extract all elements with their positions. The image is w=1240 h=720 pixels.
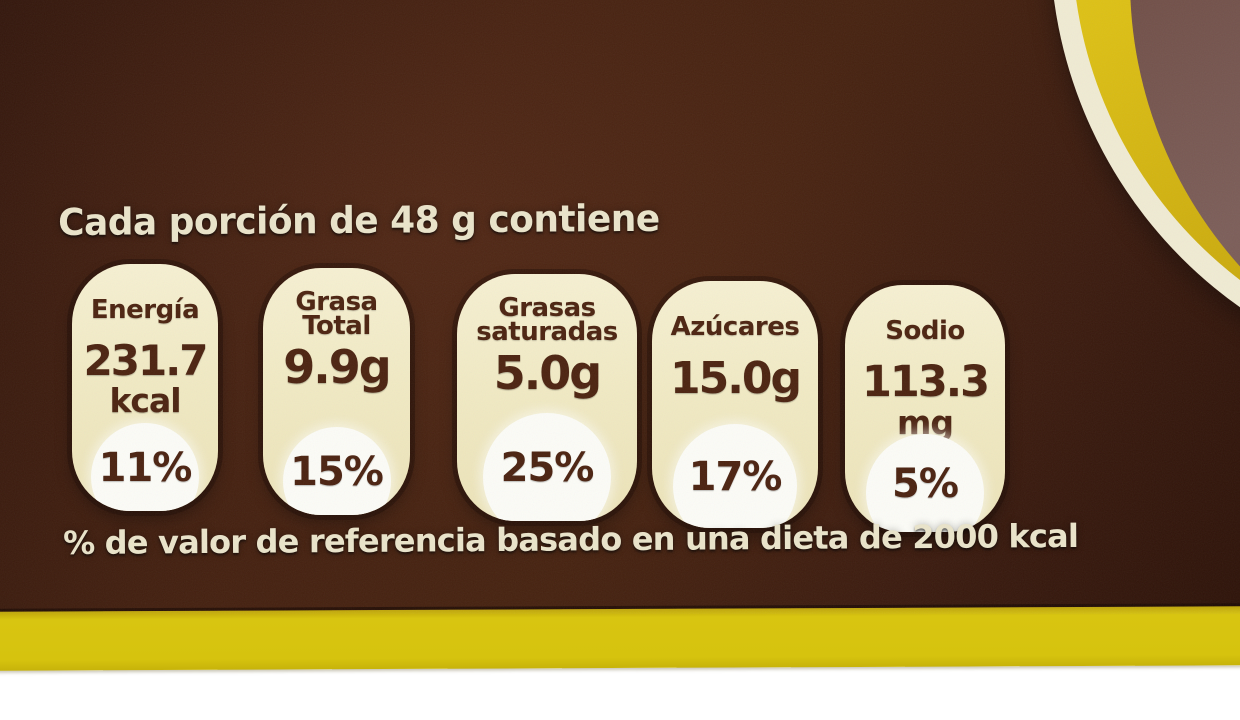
daily-value-circle: 11% — [91, 423, 199, 511]
daily-value-circle: 15% — [282, 427, 391, 515]
nutrient-pill-azucares: Azúcares 15.0g 17% — [652, 281, 818, 528]
nutrient-value: 231.7 — [83, 336, 209, 385]
nutrient-pill-grasa-total: Grasa Total 9.9g 15% — [263, 268, 410, 515]
nutrient-value: 5.0g — [493, 346, 602, 400]
daily-value-percent: 25% — [500, 445, 595, 491]
photo-background-white — [0, 660, 1240, 720]
daily-value-percent: 17% — [688, 454, 783, 500]
nutrient-name: Azúcares — [670, 311, 800, 342]
nutrient-value: 113.3 — [861, 357, 990, 407]
daily-value-circle: 25% — [483, 413, 611, 521]
nutrient-name: Sodio — [885, 315, 965, 346]
nutrient-name: Energía — [90, 294, 200, 325]
daily-value-percent: 11% — [98, 445, 193, 491]
daily-value-percent: 5% — [892, 461, 959, 507]
nutrient-unit: kcal — [109, 381, 181, 420]
serving-title: Cada porción de 48 g contiene — [58, 196, 660, 244]
nutrient-name: Grasa Total — [295, 286, 378, 341]
footer-reference-text: % de valor de referencia basado en una d… — [63, 516, 1079, 562]
package-edge-yellow-strip — [0, 606, 1240, 671]
daily-value-circle: 17% — [673, 424, 797, 528]
daily-value-percent: 15% — [290, 449, 384, 495]
nutrient-value: 15.0g — [669, 353, 802, 404]
nutrient-value: 9.9g — [283, 340, 391, 394]
nutrient-pill-sodio: Sodio 113.3 mg 5% — [845, 285, 1005, 532]
nutrient-name: Grasas saturadas — [476, 292, 618, 347]
nutrient-pill-energia: Energía 231.7 kcal 11% — [72, 264, 218, 511]
nutrient-pill-grasas-saturadas: Grasas saturadas 5.0g 25% — [457, 274, 637, 521]
